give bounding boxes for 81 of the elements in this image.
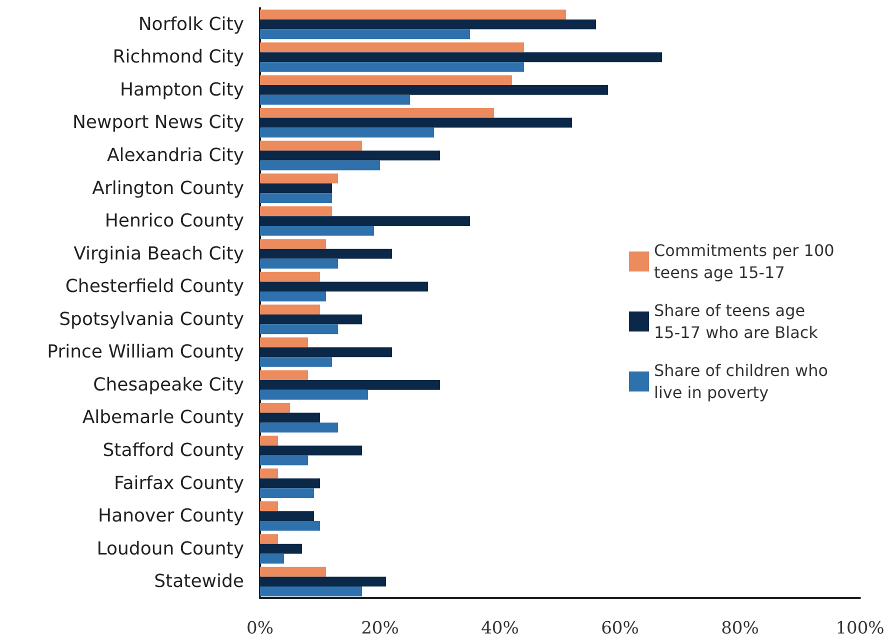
bar [260,85,608,95]
bar [260,75,512,86]
x-tick-label: 100% [836,618,884,638]
bar [260,390,368,400]
bar [260,29,470,40]
legend-label: Share of teens age 15-17 who are Black [654,301,819,342]
bar [260,478,320,488]
bar [260,272,320,282]
bar [260,566,326,577]
bar [260,52,662,62]
y-tick-label: Hanover County [98,506,244,527]
y-tick-label: Norfolk City [138,14,244,35]
bar [260,347,392,358]
bar [260,511,314,521]
bar [260,10,566,20]
bar [260,282,428,292]
y-tick-label: Chesapeake City [93,374,244,396]
bar [260,150,440,160]
bar [260,402,290,413]
y-tick-label: Fairfax County [114,472,244,494]
bar [260,118,572,128]
bar [260,258,338,269]
y-tick-label: Stafford County [102,440,244,461]
bar [260,248,392,259]
x-tick-label: 60% [601,618,639,638]
legend-label: Commitments per 100 teens age 15-17 [654,241,840,282]
bar [260,304,320,314]
y-tick-label: Spotsylvania County [59,308,244,330]
bar [260,94,410,105]
y-tick-label: Chesterfield County [65,276,244,298]
x-tick-label: 0% [246,618,274,638]
bar [260,183,332,194]
bar [260,520,320,531]
y-tick-label: Henrico County [104,210,244,232]
legend-label: Share of children who live in poverty [654,361,834,402]
bar [260,292,326,302]
bar [260,239,326,249]
x-tick-label: 40% [481,618,519,638]
bar [260,586,362,596]
bar [260,174,338,184]
y-tick-label: Hampton City [120,79,244,100]
bar [260,62,524,72]
bar [260,544,302,554]
bar [260,455,308,466]
bar [260,42,524,52]
bar [260,468,278,478]
bar [260,226,374,236]
x-tick-label: 80% [721,618,759,638]
bar [260,19,596,30]
x-tick-label: 20% [361,618,399,638]
bar [260,488,314,498]
bar [260,501,278,512]
bar [260,216,470,226]
y-tick-label: Newport News City [72,112,244,134]
bar [260,160,380,170]
bar [260,446,362,456]
bar [260,193,332,204]
bar [260,534,278,544]
bar [260,108,494,118]
y-tick-label: Statewide [154,571,244,592]
bar [260,554,284,564]
bar [260,380,440,390]
bar [260,324,338,334]
y-tick-label: Alexandria City [106,145,244,166]
bar [260,337,308,348]
y-tick-label: Arlington County [92,178,244,199]
y-tick-label: Virginia Beach City [74,243,244,264]
bar [260,436,278,446]
bar [260,128,434,138]
bar [260,206,332,216]
y-tick-label: Prince William County [47,342,244,363]
y-tick-label: Albemarle County [82,407,244,428]
bar [260,357,332,367]
y-tick-label: Loudoun County [96,538,244,560]
y-tick-label: Richmond City [112,46,244,68]
bar [260,140,362,151]
bar [260,412,320,423]
bar [260,314,362,324]
bar [260,422,338,432]
bar [260,370,308,380]
bar [260,576,386,587]
